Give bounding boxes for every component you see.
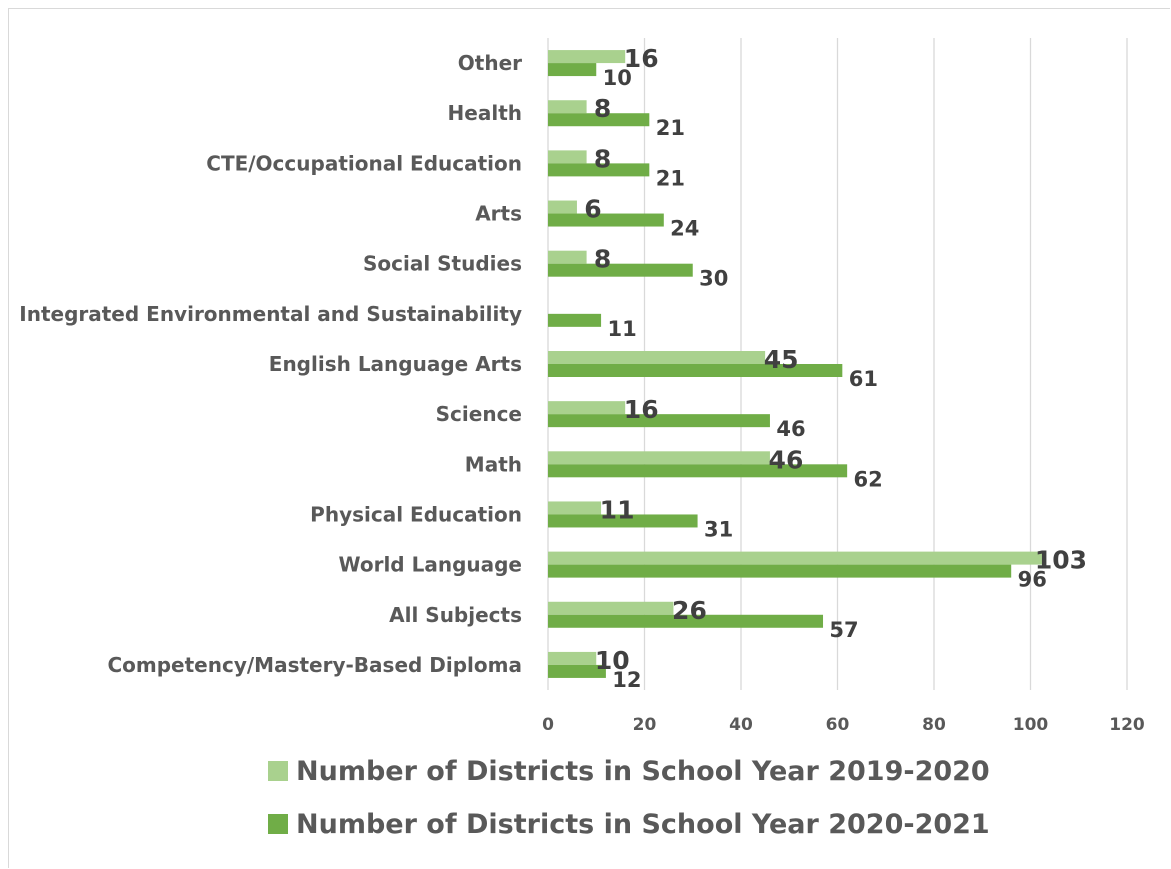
legend-label: Number of Districts in School Year 2020-…	[296, 809, 990, 840]
bar-2020-2021	[548, 263, 693, 277]
x-tick-label: 20	[633, 715, 657, 735]
category-label: All Subjects	[389, 603, 522, 627]
bar-2020-2021	[548, 113, 650, 127]
data-label-2019-2020: 8	[594, 94, 611, 123]
bar-2019-2020	[548, 250, 587, 264]
data-label-2019-2020: 46	[769, 445, 804, 474]
x-tick-label: 100	[1013, 715, 1049, 735]
data-label-2020-2021: 11	[607, 317, 636, 341]
category-label: Health	[448, 101, 522, 125]
bar-2019-2020	[548, 501, 602, 515]
x-tick-label: 0	[542, 715, 554, 735]
category-label: Arts	[475, 202, 522, 226]
x-tick-label: 40	[729, 715, 753, 735]
bar-2020-2021	[548, 664, 606, 678]
category-label: Other	[458, 51, 522, 75]
data-labels: 1610821821624830114561164646621131103962…	[584, 44, 1087, 692]
x-tick-label: 120	[1109, 715, 1145, 735]
data-label-2019-2020: 45	[764, 345, 799, 374]
category-label: Math	[465, 452, 522, 476]
bar-2019-2020	[548, 150, 587, 164]
bar-2020-2021	[548, 364, 843, 377]
data-label-2020-2021: 21	[656, 166, 685, 190]
data-label-2020-2021: 12	[612, 668, 641, 692]
bar-2019-2020	[548, 401, 626, 415]
chart-frame	[8, 8, 1170, 868]
data-label-2019-2020: 8	[594, 144, 611, 173]
category-label: Integrated Environmental and Sustainabil…	[19, 302, 522, 326]
data-label-2020-2021: 96	[1018, 568, 1047, 592]
data-label-2019-2020: 11	[600, 495, 635, 524]
data-label-2020-2021: 57	[829, 618, 858, 642]
legend: Number of Districts in School Year 2019-…	[268, 756, 990, 840]
category-label: English Language Arts	[269, 352, 522, 376]
bar-2020-2021	[548, 414, 770, 428]
bar-2019-2020	[548, 100, 587, 114]
data-label-2020-2021: 24	[670, 217, 699, 241]
bar-2019-2020	[548, 601, 674, 615]
category-label: Science	[436, 402, 522, 426]
bar-2020-2021	[548, 614, 824, 628]
legend-label: Number of Districts in School Year 2019-…	[296, 756, 990, 787]
bar-2019-2020	[548, 451, 770, 465]
data-label-2019-2020: 6	[584, 195, 601, 224]
data-label-2020-2021: 61	[849, 367, 878, 391]
category-label: CTE/Occupational Education	[206, 151, 522, 175]
data-label-2019-2020: 8	[594, 245, 611, 274]
bar-2020-2021	[548, 313, 602, 327]
data-label-2019-2020: 16	[624, 44, 659, 73]
data-label-2019-2020: 103	[1035, 546, 1087, 575]
bar-2020-2021	[548, 564, 1012, 578]
legend-swatch	[268, 761, 288, 781]
data-label-2019-2020: 26	[672, 596, 707, 625]
bar-2020-2021	[548, 163, 650, 177]
data-label-2020-2021: 31	[704, 517, 733, 541]
category-label: Social Studies	[363, 252, 522, 276]
bars	[548, 50, 1045, 678]
bar-2020-2021	[548, 63, 597, 77]
data-label-2020-2021: 30	[699, 267, 728, 291]
bar-2019-2020	[548, 651, 597, 665]
x-tick-label: 80	[922, 715, 946, 735]
bar-2019-2020	[548, 551, 1045, 565]
x-tick-labels: 0 20 40 60 80 100 120	[542, 715, 1145, 735]
bar-2019-2020	[548, 351, 766, 364]
data-label-2020-2021: 62	[854, 467, 883, 491]
category-label: World Language	[339, 553, 523, 577]
bar-2019-2020	[548, 200, 577, 214]
data-label-2020-2021: 21	[656, 116, 685, 140]
data-label-2020-2021: 10	[603, 66, 632, 90]
bar-2020-2021	[548, 514, 698, 528]
category-labels: Other Health CTE/Occupational Education Art…	[19, 51, 522, 677]
x-tick-label: 60	[826, 715, 850, 735]
bar-2019-2020	[548, 50, 626, 64]
data-label-2020-2021: 46	[776, 417, 805, 441]
bar-2020-2021	[548, 464, 848, 478]
category-label: Competency/Mastery-Based Diploma	[107, 653, 522, 677]
data-label-2019-2020: 10	[595, 646, 630, 675]
data-label-2019-2020: 16	[624, 395, 659, 424]
category-label: Physical Education	[310, 502, 522, 526]
legend-swatch	[268, 814, 288, 834]
bar-2020-2021	[548, 213, 664, 227]
